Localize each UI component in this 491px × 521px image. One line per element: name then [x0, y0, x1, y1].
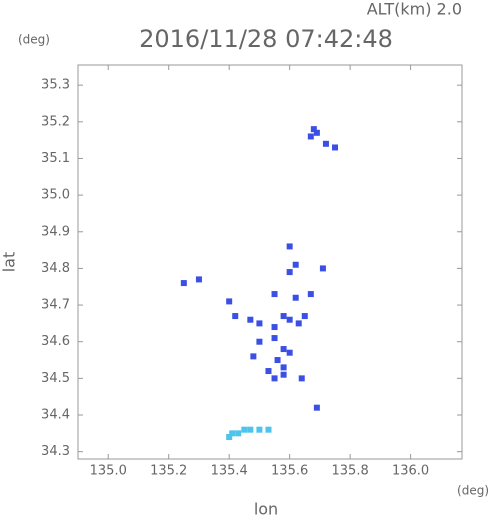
x-tick-label: 135.8: [332, 464, 369, 479]
echo-point: [271, 291, 278, 298]
y-tick-label: 34.4: [41, 408, 70, 423]
echo-point: [322, 140, 329, 147]
y-tick-label: 34.9: [41, 224, 70, 239]
echo-point: [307, 133, 314, 140]
y-tick-label: 34.8: [41, 261, 70, 276]
x-unit: (deg): [457, 484, 489, 498]
echo-point: [332, 144, 339, 151]
x-tick-label: 135.2: [150, 464, 187, 479]
x-tick-label: 136.0: [392, 464, 429, 479]
echo-point: [247, 426, 254, 433]
y-tick-label: 34.5: [41, 371, 70, 386]
y-tick-label: 34.7: [41, 298, 70, 313]
echo-point: [232, 313, 239, 320]
echo-point: [307, 291, 314, 298]
y-unit: (deg): [18, 33, 50, 47]
echo-point: [301, 313, 308, 320]
echo-point: [265, 426, 272, 433]
echo-point: [256, 320, 263, 327]
x-tick-label: 135.4: [211, 464, 248, 479]
echo-point: [286, 316, 293, 323]
y-tick-label: 34.3: [41, 444, 70, 459]
y-tick-label: 35.0: [41, 188, 70, 203]
y-tick-label: 35.3: [41, 78, 70, 93]
echo-point: [274, 357, 281, 364]
echo-point: [280, 313, 287, 320]
x-tick-label: 135.6: [271, 464, 308, 479]
echo-point: [226, 298, 233, 305]
echo-point: [310, 126, 317, 133]
x-axis-label: lon: [254, 500, 278, 519]
plot-frame: [77, 64, 463, 460]
x-tick-label: 135.0: [90, 464, 127, 479]
echo-point: [271, 335, 278, 342]
echo-point: [280, 371, 287, 378]
echo-point: [271, 375, 278, 382]
echo-point: [280, 364, 287, 371]
echo-point: [286, 349, 293, 356]
echo-point: [229, 430, 236, 437]
y-tick-label: 34.6: [41, 334, 70, 349]
echo-point: [235, 430, 242, 437]
echo-point: [250, 353, 257, 360]
echo-point: [286, 269, 293, 276]
echo-point: [280, 346, 287, 353]
echo-point: [298, 375, 305, 382]
y-tick-label: 35.1: [41, 151, 70, 166]
y-tick-label: 35.2: [41, 114, 70, 129]
echo-point: [195, 276, 202, 283]
echo-point: [271, 324, 278, 331]
chart-title: 2016/11/28 07:42:48: [139, 25, 393, 53]
echo-point: [256, 338, 263, 345]
echo-point: [313, 404, 320, 411]
echo-point: [265, 368, 272, 375]
echo-point: [286, 243, 293, 250]
echo-point: [313, 129, 320, 136]
y-axis-label: lat: [0, 252, 19, 273]
echo-point: [256, 426, 263, 433]
echo-point: [292, 294, 299, 301]
echo-point: [295, 320, 302, 327]
altitude: ALT(km) 2.0: [367, 0, 462, 19]
echo-point: [180, 280, 187, 287]
echo-point: [247, 316, 254, 323]
echo-point: [292, 261, 299, 268]
echo-point: [241, 426, 248, 433]
echo-point: [319, 265, 326, 272]
echo-point: [226, 434, 233, 441]
